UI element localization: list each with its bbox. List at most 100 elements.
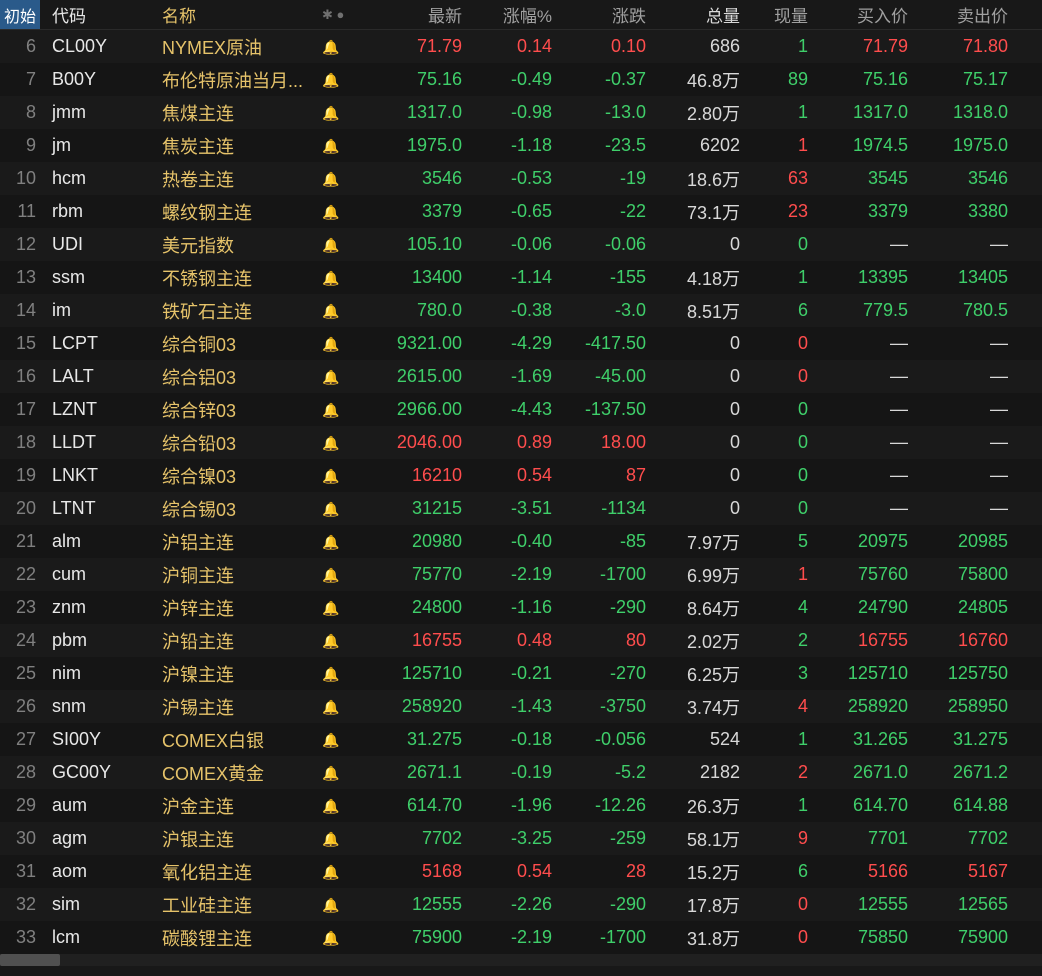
- table-row[interactable]: 7B00Y布伦特原油当月...🔔75.16-0.49-0.3746.8万8975…: [0, 63, 1042, 96]
- bell-icon[interactable]: 🔔: [322, 402, 339, 419]
- header-vol[interactable]: 总量: [650, 2, 744, 27]
- symbol-code[interactable]: LZNT: [40, 399, 158, 420]
- symbol-name[interactable]: 沪铝主连: [158, 529, 318, 555]
- bell-icon[interactable]: 🔔: [322, 171, 339, 188]
- table-row[interactable]: 29aum沪金主连🔔614.70-1.96-12.2626.3万1614.706…: [0, 789, 1042, 822]
- symbol-code[interactable]: hcm: [40, 168, 158, 189]
- table-row[interactable]: 14im铁矿石主连🔔780.0-0.38-3.08.51万6779.5780.5: [0, 294, 1042, 327]
- table-row[interactable]: 11rbm螺纹钢主连🔔3379-0.65-2273.1万2333793380: [0, 195, 1042, 228]
- bell-icon[interactable]: 🔔: [322, 336, 339, 353]
- table-row[interactable]: 32sim工业硅主连🔔12555-2.26-29017.8万0125551256…: [0, 888, 1042, 921]
- bell-icon[interactable]: 🔔: [322, 303, 339, 320]
- table-row[interactable]: 23znm沪锌主连🔔24800-1.16-2908.64万42479024805: [0, 591, 1042, 624]
- table-row[interactable]: 17LZNT综合锌03🔔2966.00-4.43-137.5000——: [0, 393, 1042, 426]
- symbol-code[interactable]: pbm: [40, 630, 158, 651]
- symbol-name[interactable]: 综合铅03: [158, 430, 318, 456]
- alert-cell[interactable]: 🔔: [318, 597, 374, 618]
- symbol-name[interactable]: 布伦特原油当月...: [158, 67, 318, 93]
- symbol-name[interactable]: 氧化铝主连: [158, 859, 318, 885]
- symbol-name[interactable]: 综合镍03: [158, 463, 318, 489]
- bell-icon[interactable]: 🔔: [322, 39, 339, 56]
- symbol-name[interactable]: 碳酸锂主连: [158, 925, 318, 951]
- alert-cell[interactable]: 🔔: [318, 795, 374, 816]
- table-row[interactable]: 21alm沪铝主连🔔20980-0.40-857.97万52097520985: [0, 525, 1042, 558]
- symbol-name[interactable]: 综合锡03: [158, 496, 318, 522]
- table-row[interactable]: 12UDI美元指数🔔105.10-0.06-0.0600——: [0, 228, 1042, 261]
- symbol-code[interactable]: rbm: [40, 201, 158, 222]
- alert-cell[interactable]: 🔔: [318, 432, 374, 453]
- symbol-name[interactable]: COMEX白银: [158, 727, 318, 753]
- bell-icon[interactable]: 🔔: [322, 864, 339, 881]
- symbol-code[interactable]: ssm: [40, 267, 158, 288]
- header-cur[interactable]: 现量: [744, 2, 812, 27]
- symbol-code[interactable]: LALT: [40, 366, 158, 387]
- table-row[interactable]: 18LLDT综合铅03🔔2046.000.8918.0000——: [0, 426, 1042, 459]
- bell-icon[interactable]: 🔔: [322, 204, 339, 221]
- table-row[interactable]: 27SI00YCOMEX白银🔔31.275-0.18-0.056524131.2…: [0, 723, 1042, 756]
- alert-cell[interactable]: 🔔: [318, 630, 374, 651]
- symbol-name[interactable]: 焦煤主连: [158, 100, 318, 126]
- bell-icon[interactable]: 🔔: [322, 567, 339, 584]
- table-row[interactable]: 28GC00YCOMEX黄金🔔2671.1-0.19-5.2218222671.…: [0, 756, 1042, 789]
- symbol-code[interactable]: sim: [40, 894, 158, 915]
- symbol-code[interactable]: alm: [40, 531, 158, 552]
- bell-icon[interactable]: 🔔: [322, 930, 339, 947]
- bell-icon[interactable]: 🔔: [322, 138, 339, 155]
- alert-cell[interactable]: 🔔: [318, 564, 374, 585]
- scrollbar-thumb[interactable]: [0, 954, 60, 966]
- symbol-code[interactable]: LNKT: [40, 465, 158, 486]
- alert-cell[interactable]: 🔔: [318, 135, 374, 156]
- symbol-code[interactable]: cum: [40, 564, 158, 585]
- symbol-name[interactable]: 沪镍主连: [158, 661, 318, 687]
- alert-cell[interactable]: 🔔: [318, 498, 374, 519]
- alert-cell[interactable]: 🔔: [318, 465, 374, 486]
- alert-cell[interactable]: 🔔: [318, 168, 374, 189]
- bell-icon[interactable]: 🔔: [322, 765, 339, 782]
- symbol-code[interactable]: LCPT: [40, 333, 158, 354]
- bell-icon[interactable]: 🔔: [322, 633, 339, 650]
- symbol-name[interactable]: 综合锌03: [158, 397, 318, 423]
- header-ask[interactable]: 卖出价: [912, 2, 1012, 27]
- symbol-name[interactable]: 铁矿石主连: [158, 298, 318, 324]
- table-row[interactable]: 33lcm碳酸锂主连🔔75900-2.19-170031.8万075850759…: [0, 921, 1042, 954]
- table-row[interactable]: 6CL00YNYMEX原油🔔71.790.140.10686171.7971.8…: [0, 30, 1042, 63]
- symbol-code[interactable]: aum: [40, 795, 158, 816]
- bell-icon[interactable]: 🔔: [322, 897, 339, 914]
- symbol-name[interactable]: COMEX黄金: [158, 760, 318, 786]
- symbol-name[interactable]: 综合铜03: [158, 331, 318, 357]
- header-name[interactable]: 名称: [158, 2, 318, 27]
- symbol-code[interactable]: aom: [40, 861, 158, 882]
- header-chg[interactable]: 涨跌: [556, 2, 650, 27]
- symbol-code[interactable]: UDI: [40, 234, 158, 255]
- symbol-name[interactable]: 沪铜主连: [158, 562, 318, 588]
- symbol-code[interactable]: jmm: [40, 102, 158, 123]
- alert-cell[interactable]: 🔔: [318, 696, 374, 717]
- header-pct[interactable]: 涨幅%: [466, 2, 556, 27]
- alert-cell[interactable]: 🔔: [318, 366, 374, 387]
- alert-cell[interactable]: 🔔: [318, 894, 374, 915]
- bell-icon[interactable]: 🔔: [322, 732, 339, 749]
- bell-icon[interactable]: 🔔: [322, 105, 339, 122]
- symbol-name[interactable]: 沪银主连: [158, 826, 318, 852]
- header-code[interactable]: 代码: [40, 2, 158, 27]
- header-last[interactable]: 最新: [374, 2, 466, 27]
- table-row[interactable]: 31aom氧化铝主连🔔51680.542815.2万651665167: [0, 855, 1042, 888]
- bell-icon[interactable]: 🔔: [322, 534, 339, 551]
- symbol-name[interactable]: 螺纹钢主连: [158, 199, 318, 225]
- table-row[interactable]: 8jmm焦煤主连🔔1317.0-0.98-13.02.80万11317.0131…: [0, 96, 1042, 129]
- bell-icon[interactable]: 🔔: [322, 435, 339, 452]
- alert-cell[interactable]: 🔔: [318, 267, 374, 288]
- symbol-code[interactable]: im: [40, 300, 158, 321]
- table-row[interactable]: 19LNKT综合镍03🔔162100.548700——: [0, 459, 1042, 492]
- table-row[interactable]: 9jm焦炭主连🔔1975.0-1.18-23.5620211974.51975.…: [0, 129, 1042, 162]
- symbol-name[interactable]: 沪锌主连: [158, 595, 318, 621]
- bell-icon[interactable]: 🔔: [322, 666, 339, 683]
- symbol-name[interactable]: 美元指数: [158, 232, 318, 258]
- table-row[interactable]: 13ssm不锈钢主连🔔13400-1.14-1554.18万1133951340…: [0, 261, 1042, 294]
- bell-icon[interactable]: 🔔: [322, 699, 339, 716]
- symbol-code[interactable]: GC00Y: [40, 762, 158, 783]
- alert-cell[interactable]: 🔔: [318, 399, 374, 420]
- header-bid[interactable]: 买入价: [812, 2, 912, 27]
- alert-cell[interactable]: 🔔: [318, 762, 374, 783]
- symbol-code[interactable]: znm: [40, 597, 158, 618]
